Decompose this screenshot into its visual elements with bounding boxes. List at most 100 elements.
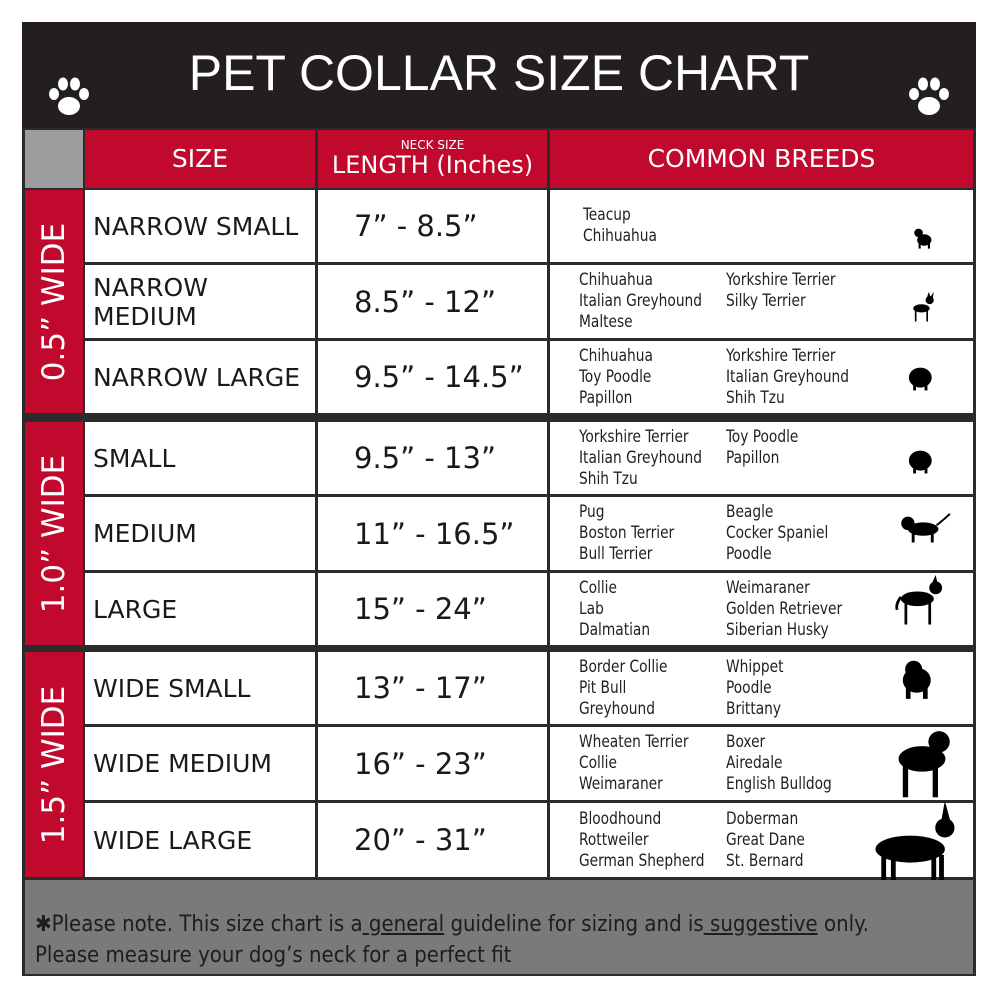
footer-line-2: Please measure your dog’s neck for a per…: [35, 943, 512, 968]
header-breeds: COMMON BREEDS: [550, 130, 973, 188]
size-name: WIDE LARGE: [93, 825, 253, 855]
width-group-text: 1.0” WIDE: [36, 454, 72, 613]
header-length-label: LENGTH (Inches): [331, 151, 534, 179]
breed-name: Beagle: [726, 502, 774, 522]
width-group-label: 0.5” WIDE: [25, 190, 83, 413]
breed-list: Teacup Chihuahua: [583, 205, 657, 247]
breed-name: Maltese: [579, 312, 633, 332]
size-name: NARROW LARGE: [93, 362, 301, 392]
dog-silhouette-icon: [914, 228, 932, 249]
dog-silhouette-icon: [875, 800, 955, 898]
header-size-label: SIZE: [171, 144, 229, 173]
breed-name: Italian Greyhound: [726, 366, 850, 387]
breed-name: Siberian Husky: [726, 619, 829, 640]
breeds-cell: [550, 422, 973, 494]
breed-name: Bull Terrier: [579, 544, 653, 564]
breed-list: Toy Poodle Papillon: [726, 427, 798, 469]
size-name: LARGE: [93, 594, 178, 624]
breed-name: St. Bernard: [726, 850, 804, 871]
breed-name: Boxer: [726, 732, 766, 752]
breed-name: Dalmatian: [579, 619, 651, 640]
breed-name: Poodle: [726, 677, 772, 698]
breed-name: Toy Poodle: [579, 366, 652, 387]
note-text: guideline for sizing and is: [444, 912, 704, 937]
length-cell: 20” - 31”: [318, 803, 547, 877]
header-length: NECK SIZE LENGTH (Inches): [318, 130, 547, 188]
breed-list: Beagle Cocker Spaniel Poodle: [726, 502, 828, 565]
breed-list: Yorkshire Terrier Italian Greyhound Shih T…: [579, 427, 702, 490]
neck-length: 9.5” - 13”: [354, 441, 496, 475]
breed-name: Chihuahua: [579, 345, 653, 366]
neck-length: 16” - 23”: [354, 746, 487, 781]
header-size: SIZE: [85, 130, 315, 188]
width-group-label: 1.5” WIDE: [25, 652, 83, 877]
breed-name: Toy Poodle: [726, 426, 799, 447]
size-cell: WIDE MEDIUM: [85, 727, 315, 800]
length-cell: 15” - 24”: [318, 573, 547, 645]
width-group-text: 1.5” WIDE: [36, 685, 72, 844]
breed-name: Shih Tzu: [726, 387, 785, 408]
length-cell: 9.5” - 13”: [318, 422, 547, 494]
breed-name: Brittany: [726, 698, 782, 719]
size-cell: NARROW LARGE: [85, 341, 315, 413]
note-text: ✱Please note. This size chart is a: [35, 912, 363, 937]
neck-length: 9.5” - 14.5”: [354, 360, 524, 394]
size-cell: WIDE SMALL: [85, 652, 315, 724]
breed-name: Airedale: [726, 753, 783, 773]
breeds-cell: [550, 497, 973, 570]
size-name: WIDE MEDIUM: [93, 749, 272, 778]
breed-name: Shih Tzu: [579, 468, 638, 489]
breed-name: Doberman: [726, 808, 799, 829]
dog-silhouette-icon: [895, 575, 943, 625]
breed-name: Collie: [579, 577, 617, 598]
breed-name: Papillon: [726, 447, 780, 468]
breed-name: Teacup: [583, 205, 631, 225]
neck-length: 20” - 31”: [354, 823, 487, 857]
breeds-cell: [550, 573, 973, 645]
breed-name: Bloodhound: [579, 808, 662, 829]
size-cell: NARROW SMALL: [85, 190, 315, 262]
breed-list: Collie Lab Dalmatian: [579, 578, 650, 641]
breed-name: Whippet: [726, 656, 784, 677]
breed-name: Pit Bull: [579, 677, 627, 698]
breed-name: Collie: [579, 753, 617, 773]
breeds-cell: [550, 341, 973, 413]
note-suggestive: suggestive: [703, 912, 818, 937]
header-corner: [25, 130, 83, 188]
breed-name: Lab: [579, 598, 604, 619]
breed-name: Chihuahua: [583, 226, 657, 246]
breed-list: Chihuahua Toy Poodle Papillon: [579, 346, 653, 409]
breed-list: Wheaten Terrier Collie Weimaraner: [579, 732, 688, 795]
neck-length: 13” - 17”: [354, 671, 487, 705]
dog-silhouette-icon: [908, 367, 932, 391]
breed-name: Yorkshire Terrier: [579, 426, 689, 447]
size-name: MEDIUM: [93, 519, 197, 548]
header-breeds-label: COMMON BREEDS: [647, 144, 876, 173]
breed-list: Yorkshire Terrier Italian Greyhound Shih T…: [726, 346, 849, 409]
size-cell: WIDE LARGE: [85, 803, 315, 877]
breed-name: Yorkshire Terrier: [726, 345, 836, 366]
size-cell: NARROW MEDIUM: [85, 265, 315, 338]
dog-silhouette-icon: [901, 513, 951, 543]
title-bar: PET COLLAR SIZE CHART: [22, 22, 976, 128]
breed-name: Papillon: [579, 387, 633, 408]
dog-silhouette-icon: [913, 291, 934, 322]
neck-length: 8.5” - 12”: [354, 284, 496, 319]
breed-name: Chihuahua: [579, 270, 653, 290]
paw-print-icon: [49, 77, 89, 115]
breed-list: Doberman Great Dane St. Bernard: [726, 809, 805, 872]
breeds-cell: [550, 190, 973, 262]
breed-name: Greyhound: [579, 698, 655, 719]
note-text: only.: [817, 912, 869, 937]
breed-name: Wheaten Terrier: [579, 732, 689, 752]
length-cell: 16” - 23”: [318, 727, 547, 800]
footer-note: ✱Please note. This size chart is a gener…: [25, 880, 973, 974]
length-cell: 11” - 16.5”: [318, 497, 547, 570]
dog-silhouette-icon: [908, 450, 932, 474]
breed-name: Poodle: [726, 544, 772, 564]
length-cell: 9.5” - 14.5”: [318, 341, 547, 413]
size-name: NARROW SMALL: [93, 211, 299, 241]
breed-name: Boston Terrier: [579, 523, 675, 543]
breed-name: Yorkshire Terrier: [726, 270, 836, 290]
paw-print-icon: [909, 77, 949, 115]
